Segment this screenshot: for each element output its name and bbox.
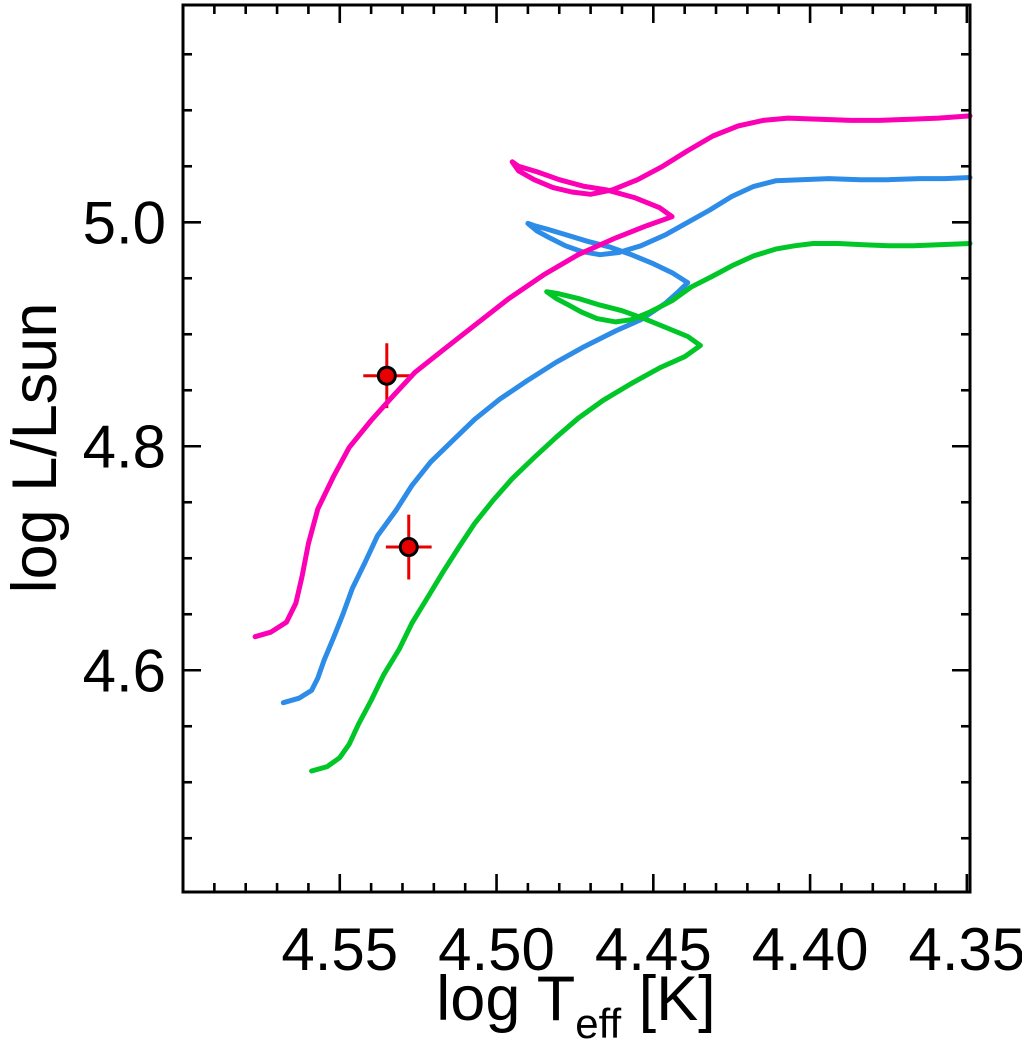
evolutionary-track-blue	[280, 175, 973, 706]
y-tick-label: 5.0	[83, 189, 166, 256]
y-tick-label: 4.8	[83, 413, 166, 480]
data-point-marker	[376, 365, 397, 386]
y-axis-title: log L/Lsun	[0, 303, 70, 594]
x-axis-title: log Teff [K]	[436, 964, 715, 1047]
x-axis-title-subscript: eff	[575, 1000, 621, 1047]
x-tick-label: 4.55	[281, 916, 398, 983]
x-tick-label: 4.40	[752, 916, 869, 983]
evolutionary-track-green	[309, 241, 973, 774]
plot-frame	[181, 3, 972, 894]
y-tick-label: 4.6	[83, 637, 166, 704]
x-tick-label: 4.50	[438, 916, 555, 983]
data-point-marker	[398, 537, 419, 558]
x-axis-title-unit: [K]	[621, 964, 716, 1034]
x-tick-label: 4.35	[908, 916, 1022, 983]
x-tick-label: 4.45	[595, 916, 712, 983]
evolutionary-track-magenta	[252, 113, 973, 640]
plot-content: 4.55 4.50 4.45 4.40 4.35 5.0 4.8 4.6	[83, 5, 1022, 983]
x-axis-title-main: log T	[436, 964, 575, 1034]
